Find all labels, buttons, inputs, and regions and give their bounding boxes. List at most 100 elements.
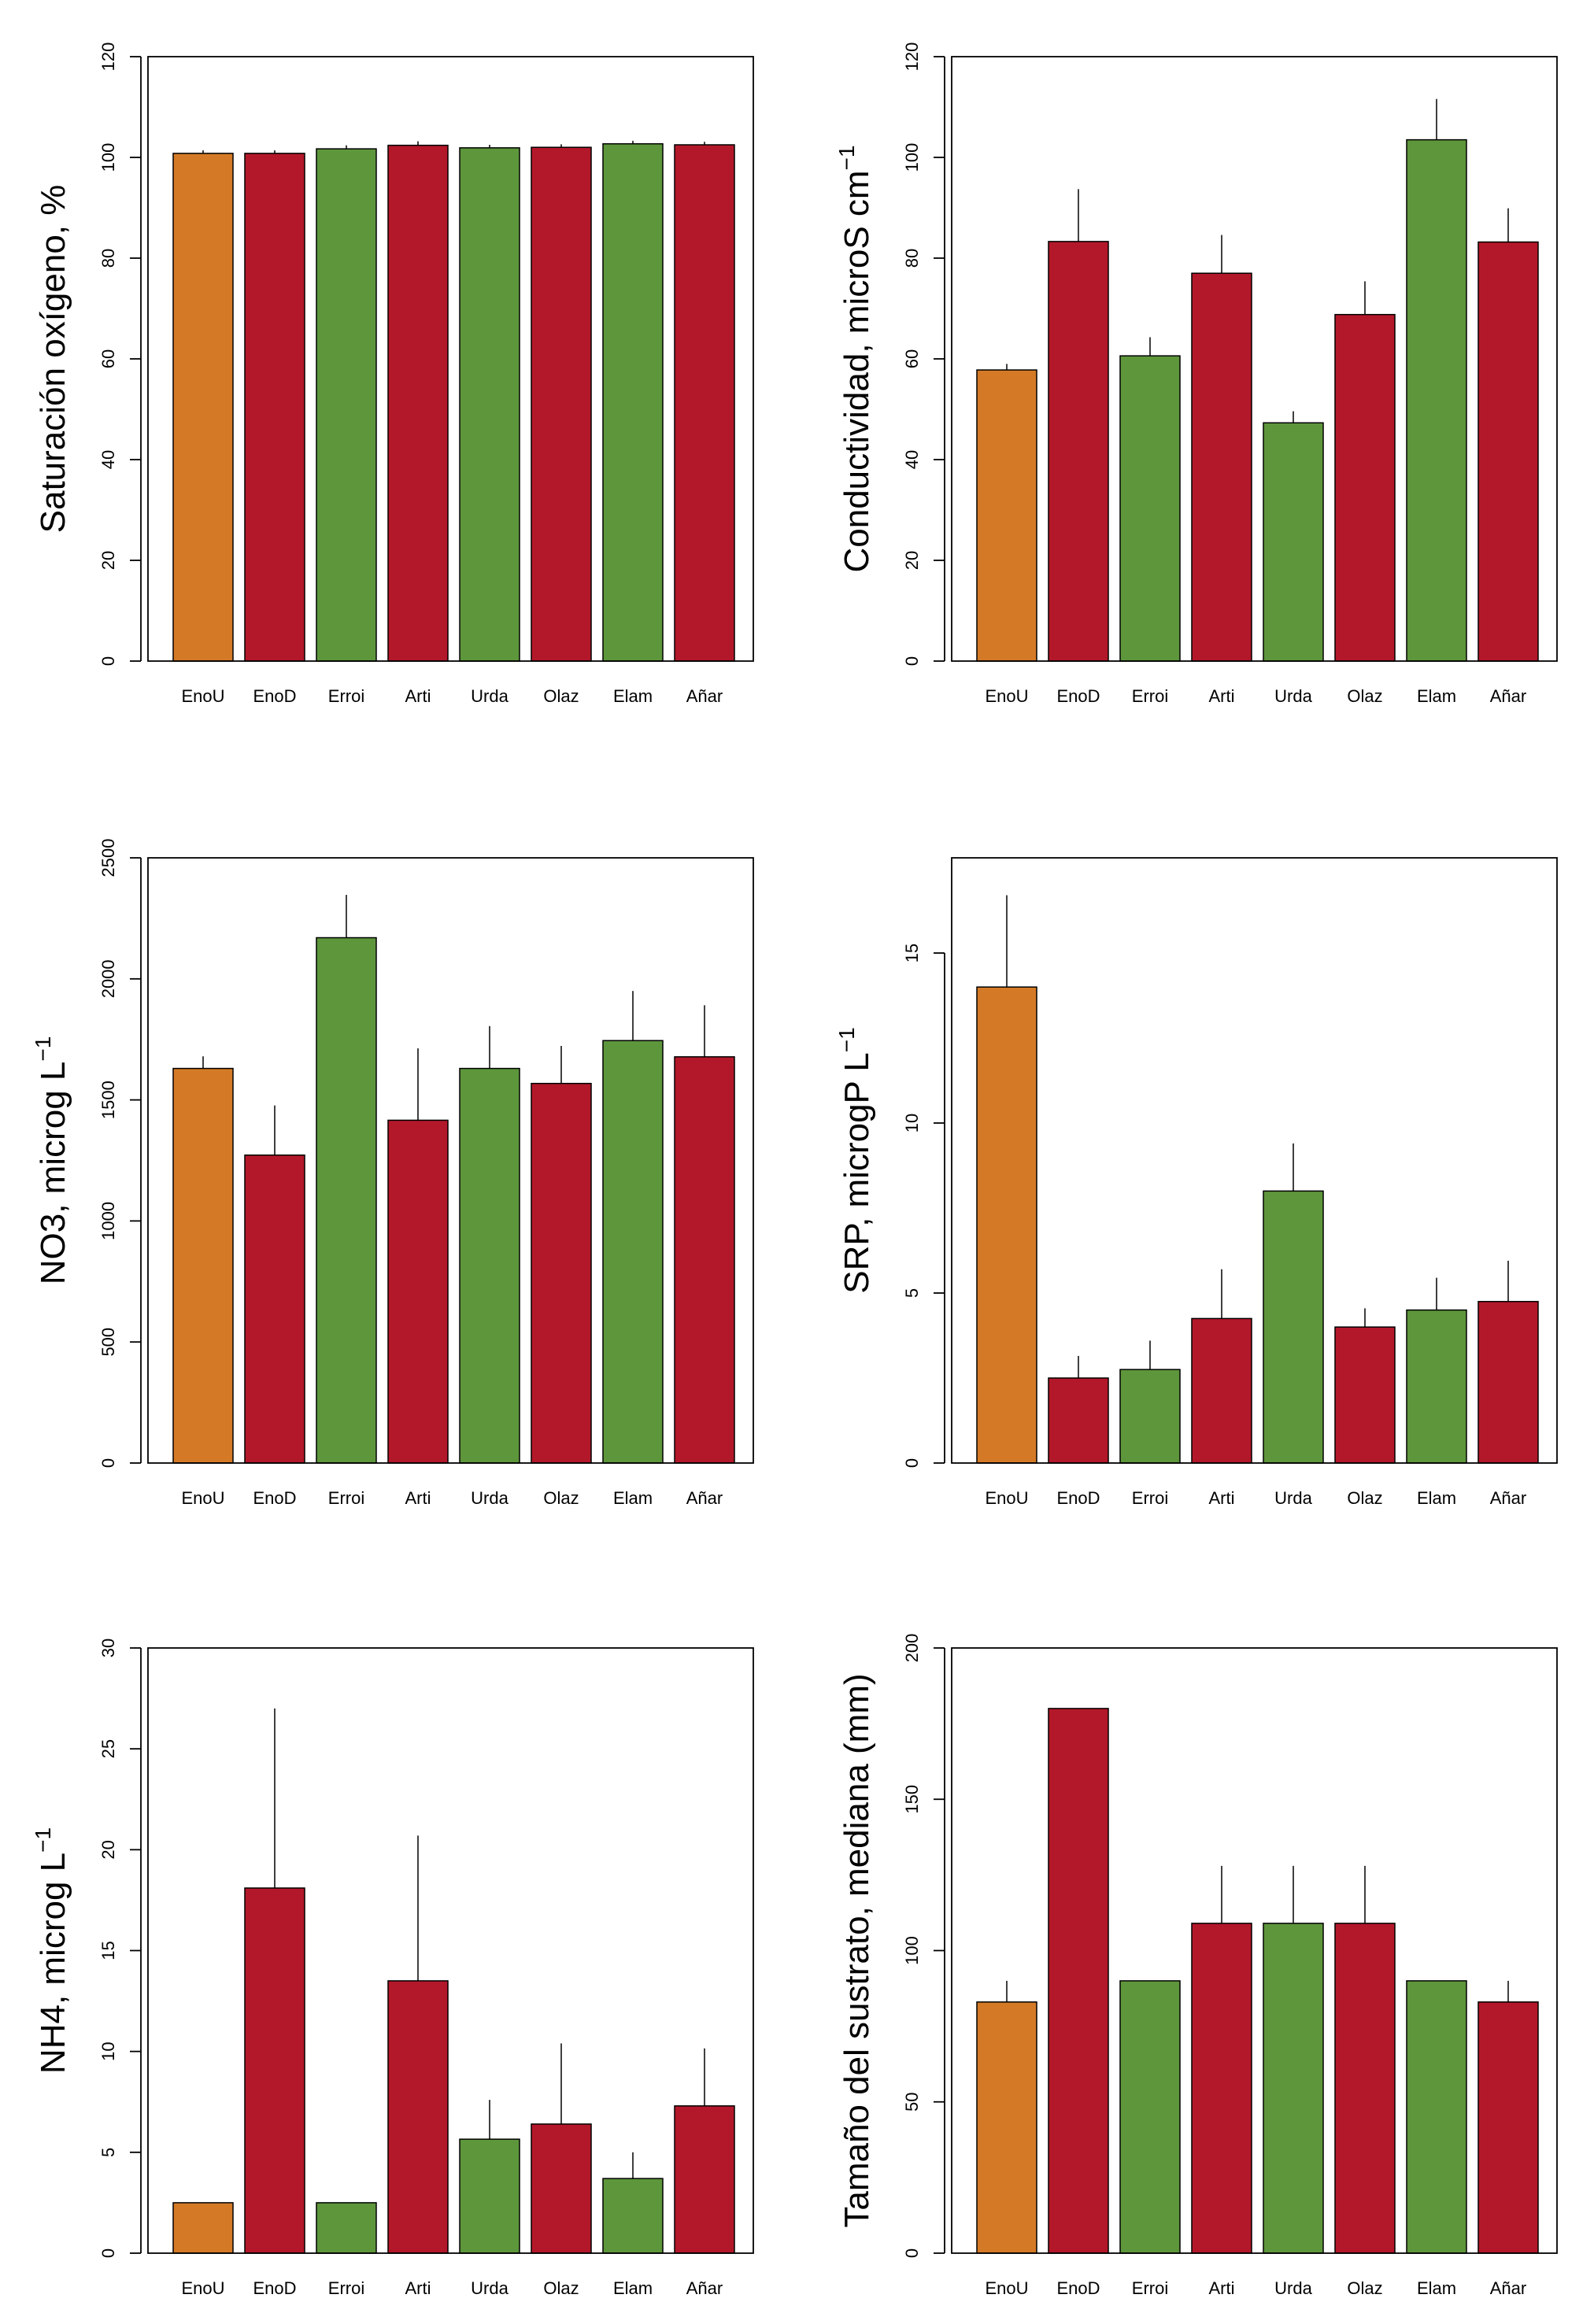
x-tick-label: Erroi bbox=[1132, 686, 1168, 706]
y-axis-label: NH4, microg L−1 bbox=[31, 1827, 72, 2074]
bar-Arti bbox=[387, 1119, 449, 1464]
bar-EnoD bbox=[244, 1154, 305, 1464]
plot-frame bbox=[147, 1647, 754, 2254]
x-tick-label: EnoD bbox=[253, 686, 296, 706]
bar-Olaz bbox=[1334, 313, 1396, 662]
bar-Elam bbox=[1406, 1309, 1467, 1464]
x-tick-label: Urda bbox=[471, 2278, 509, 2298]
bar-Elam bbox=[602, 1040, 664, 1464]
x-tick-label: Olaz bbox=[543, 2278, 579, 2298]
x-tick-label: Olaz bbox=[1347, 1488, 1382, 1508]
bar-Arti bbox=[387, 1980, 449, 2254]
bar-EnoD bbox=[1048, 1708, 1109, 2254]
x-tick-label: Elam bbox=[1417, 686, 1456, 706]
x-tick-label: Erroi bbox=[1132, 1488, 1168, 1508]
bar-Olaz bbox=[531, 146, 592, 662]
x-tick-label: Arti bbox=[405, 2278, 431, 2298]
bar-Erroi bbox=[1119, 1369, 1181, 1464]
y-tick-label: 40 bbox=[98, 450, 118, 469]
x-tick-label: EnoU bbox=[181, 2278, 224, 2298]
y-tick-label: 0 bbox=[98, 656, 118, 666]
x-tick-label: Elam bbox=[1417, 1488, 1456, 1508]
plot-frame bbox=[951, 1647, 1558, 2254]
x-tick-label: Erroi bbox=[328, 1488, 364, 1508]
bar-Arti bbox=[1191, 1317, 1252, 1464]
bar-EnoU bbox=[976, 986, 1037, 1464]
y-axis-label: Conductividad, microS cm−1 bbox=[834, 145, 876, 572]
bar-Añar bbox=[1478, 2001, 1539, 2254]
bar-Añar bbox=[1478, 241, 1539, 662]
x-tick-label: EnoD bbox=[253, 2278, 296, 2298]
bar-EnoD bbox=[244, 1887, 305, 2254]
bar-Elam bbox=[1406, 1980, 1467, 2254]
y-tick-label: 60 bbox=[98, 349, 118, 368]
y-tick-label: 0 bbox=[902, 1458, 922, 1468]
y-tick-label: 40 bbox=[902, 450, 922, 469]
y-axis-label-text: SRP, microgP L bbox=[838, 1052, 876, 1294]
bar-EnoD bbox=[1048, 1377, 1109, 1464]
y-tick-label: 5 bbox=[902, 1288, 922, 1298]
x-tick-label: Añar bbox=[1490, 686, 1526, 706]
x-tick-label: Urda bbox=[471, 1488, 509, 1508]
chart-panel-2: EnoU EnoD Erroi Arti Urda Olaz Elam Añar 0 20 40 60… bbox=[834, 42, 1558, 706]
y-tick-label: 30 bbox=[98, 1639, 118, 1657]
bar-Urda bbox=[1263, 1190, 1324, 1464]
bar-Añar bbox=[674, 1056, 735, 1464]
x-tick-label: Erroi bbox=[328, 2278, 364, 2298]
y-tick-label: 15 bbox=[902, 944, 922, 962]
bar-Elam bbox=[602, 142, 664, 662]
chart-panel-6: EnoU EnoD Erroi Arti Urda Olaz Elam Añar 0 50 100 1… bbox=[838, 1634, 1558, 2298]
plot-frame bbox=[147, 56, 754, 662]
x-tick-label: Urda bbox=[471, 686, 509, 706]
y-tick-label: 2500 bbox=[98, 839, 118, 878]
plot-frame bbox=[951, 857, 1558, 1464]
y-tick-label: 80 bbox=[902, 249, 922, 268]
bar-Urda bbox=[459, 1067, 520, 1464]
chart-panel-1: EnoU EnoD Erroi Arti Urda Olaz Elam Añar 0 20 40 60… bbox=[34, 42, 754, 706]
y-axis-label-text: Tamaño del sustrato, mediana (mm) bbox=[838, 1673, 876, 2227]
bar-EnoU bbox=[172, 153, 234, 662]
bar-Añar bbox=[1478, 1301, 1539, 1464]
x-tick-label: Elam bbox=[613, 2278, 653, 2298]
bar-Elam bbox=[1406, 139, 1467, 662]
y-tick-label: 10 bbox=[98, 2041, 118, 2060]
bar-EnoU bbox=[976, 369, 1037, 662]
y-tick-label: 0 bbox=[98, 1458, 118, 1468]
x-tick-label: Olaz bbox=[1347, 686, 1382, 706]
x-tick-label: Erroi bbox=[328, 686, 364, 706]
y-tick-label: 0 bbox=[98, 2248, 118, 2258]
bar-Urda bbox=[459, 2138, 520, 2254]
y-tick-label: 150 bbox=[902, 1785, 922, 1814]
bar-Olaz bbox=[531, 2123, 592, 2254]
chart-panel-4: EnoU EnoD Erroi Arti Urda Olaz Elam Añar 0 5 10 15 S… bbox=[834, 857, 1558, 1508]
y-axis-label-text: Conductividad, microS cm bbox=[838, 170, 876, 572]
x-tick-label: EnoD bbox=[253, 1488, 296, 1508]
y-tick-label: 1500 bbox=[98, 1081, 118, 1119]
y-tick-label: 100 bbox=[98, 143, 118, 172]
x-tick-label: Arti bbox=[1209, 1488, 1235, 1508]
x-tick-label: Añar bbox=[686, 1488, 723, 1508]
x-tick-label: Elam bbox=[613, 1488, 653, 1508]
y-tick-label: 120 bbox=[98, 42, 118, 72]
bar-EnoU bbox=[172, 1067, 234, 1464]
y-tick-label: 5 bbox=[98, 2148, 118, 2157]
plot-frame bbox=[951, 56, 1558, 662]
y-axis-label-superscript: −1 bbox=[31, 1827, 55, 1853]
y-axis-label-text: NH4, microg L bbox=[34, 1853, 72, 2074]
y-tick-label: 2000 bbox=[98, 959, 118, 998]
x-tick-label: Urda bbox=[1274, 2278, 1312, 2298]
y-tick-label: 120 bbox=[902, 42, 922, 72]
y-tick-label: 20 bbox=[98, 551, 118, 570]
bar-EnoD bbox=[244, 153, 305, 662]
y-tick-label: 100 bbox=[902, 143, 922, 172]
x-tick-label: EnoD bbox=[1056, 1488, 1100, 1508]
plot-frame bbox=[147, 857, 754, 1464]
y-tick-label: 1000 bbox=[98, 1202, 118, 1240]
x-tick-label: Olaz bbox=[1347, 2278, 1382, 2298]
chart-panel-5: EnoU EnoD Erroi Arti Urda Olaz Elam Añar 0 5 10 15 2… bbox=[31, 1639, 754, 2298]
bar-Arti bbox=[1191, 1923, 1252, 2254]
x-tick-label: EnoD bbox=[1056, 686, 1100, 706]
x-tick-label: Elam bbox=[1417, 2278, 1456, 2298]
y-tick-label: 20 bbox=[902, 551, 922, 570]
